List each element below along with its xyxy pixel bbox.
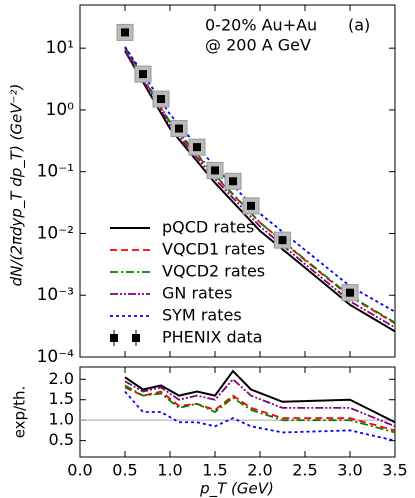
series-line	[124, 46, 396, 324]
legend-label: SYM rates	[162, 306, 242, 325]
data-point	[346, 288, 354, 297]
legend-label: GN rates	[162, 284, 232, 303]
y-tick-label: 0.5	[49, 430, 74, 449]
y-tick-label: 10⁻¹	[37, 162, 74, 182]
y-tick-label: 10¹	[46, 38, 74, 58]
legend-label: VQCD1 rates	[162, 240, 265, 259]
data-point	[278, 236, 287, 245]
x-tick-label: 1.0	[157, 461, 182, 480]
y-tick-label: 1.0	[49, 410, 74, 429]
y-axis-label: dN/(2πdyp_T dp_T) (GeV⁻²)	[8, 84, 27, 287]
series-line	[124, 50, 396, 333]
data-point	[175, 124, 183, 133]
y-tick-label: 2.0	[49, 369, 74, 388]
series-line	[124, 377, 396, 428]
annotation: (a)	[348, 16, 370, 35]
x-axis-label: p_T (GeV)	[199, 480, 274, 498]
x-tick-label: 1.5	[202, 461, 227, 480]
annotation: 0-20% Au+Au	[205, 16, 317, 35]
data-point	[193, 143, 201, 152]
series-line	[124, 49, 396, 329]
legend-label: pQCD rates	[162, 218, 254, 237]
x-tick-label: 3.0	[337, 461, 362, 480]
series-line	[124, 386, 396, 432]
series-line	[124, 369, 396, 424]
data-point	[121, 28, 129, 37]
bottom-frame	[79, 366, 396, 458]
y-tick-label: 10⁻²	[37, 223, 74, 243]
y-tick-label: 10⁻⁴	[37, 347, 75, 367]
y-tick-label: 10⁻³	[37, 285, 74, 305]
data-point	[139, 70, 147, 79]
series-line	[124, 384, 396, 434]
x-tick-label: 0.0	[67, 461, 92, 480]
y-axis-label: exp/th.	[11, 386, 29, 439]
x-tick-label: 2.0	[247, 461, 272, 480]
y-tick-label: 1.5	[49, 389, 74, 408]
x-tick-label: 0.5	[112, 461, 137, 480]
data-point	[211, 166, 219, 175]
series-line	[124, 47, 396, 325]
data-point	[229, 177, 237, 186]
data-point	[247, 201, 255, 210]
y-tick-label: 10⁰	[46, 100, 75, 120]
series-line	[124, 390, 396, 442]
legend-label: PHENIX data	[162, 328, 263, 347]
x-tick-label: 2.5	[292, 461, 317, 480]
x-tick-label: 3.5	[382, 461, 407, 480]
legend-marker	[132, 334, 140, 342]
top-frame	[79, 4, 396, 358]
annotation: @ 200 A GeV	[205, 36, 311, 55]
legend-label: VQCD2 rates	[162, 262, 265, 281]
legend-marker	[110, 334, 118, 342]
data-point	[157, 95, 165, 104]
